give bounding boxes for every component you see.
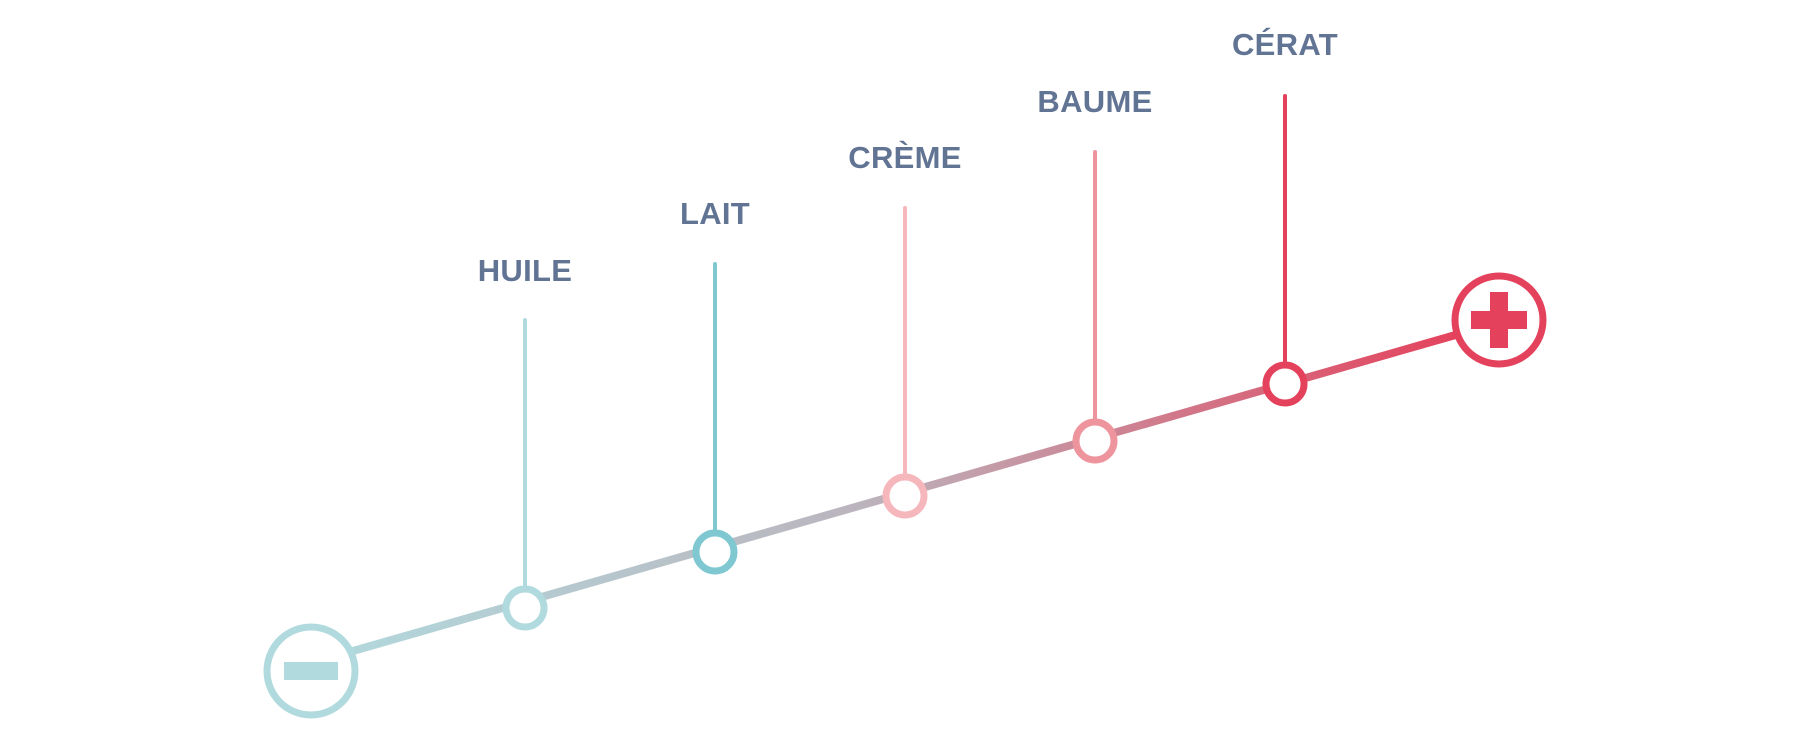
high-end-marker	[1451, 272, 1547, 368]
step-marker	[692, 529, 738, 575]
step-lait: LAIT	[680, 196, 750, 575]
step-huile: HUILE	[478, 253, 573, 631]
step-label: BAUME	[1037, 84, 1152, 119]
step-marker	[882, 473, 928, 519]
minus-icon	[284, 662, 338, 680]
low-end-marker	[263, 623, 359, 719]
step-label: HUILE	[478, 253, 573, 288]
step-label: CRÈME	[848, 140, 961, 175]
step-baume: BAUME	[1037, 84, 1152, 464]
step-marker	[1072, 418, 1118, 464]
step-marker	[502, 585, 548, 631]
plus-icon	[1471, 292, 1527, 348]
step-label: CÉRAT	[1232, 27, 1338, 62]
step-cerat: CÉRAT	[1232, 27, 1338, 407]
step-creme: CRÈME	[848, 140, 961, 519]
step-marker	[1262, 361, 1308, 407]
step-label: LAIT	[680, 196, 750, 231]
